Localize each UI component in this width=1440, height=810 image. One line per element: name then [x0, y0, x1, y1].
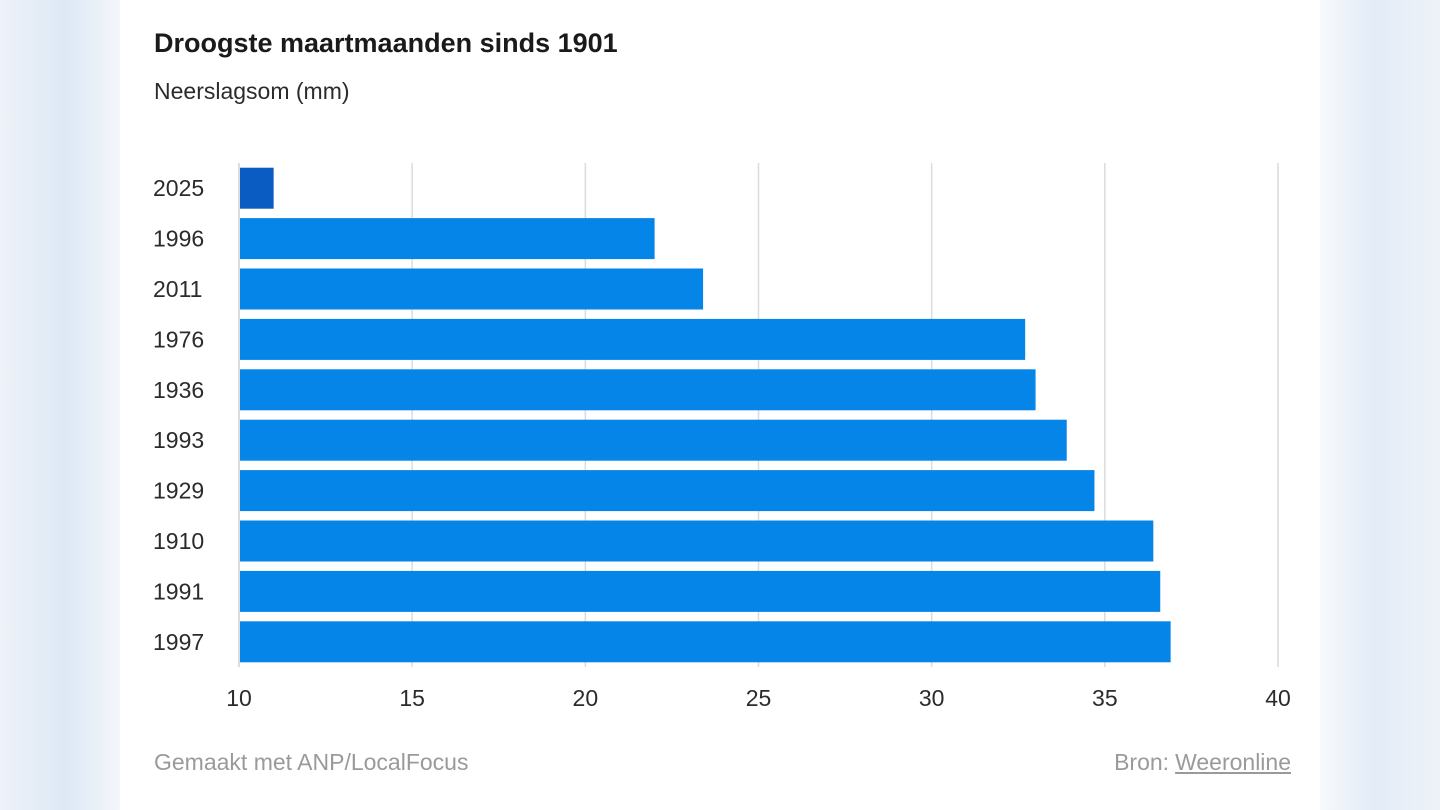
category-label: 1910 [153, 528, 204, 554]
page-background-left [0, 0, 120, 810]
bar [240, 470, 1095, 512]
bar [240, 218, 655, 260]
bar [240, 167, 274, 209]
bar [240, 419, 1067, 461]
category-label: 1929 [153, 478, 204, 504]
page-background-right [1320, 0, 1440, 810]
chart-subtitle: Neerslagsom (mm) [154, 78, 350, 104]
footer-credit: Gemaakt met ANP/LocalFocus [154, 749, 469, 775]
x-tick-label: 25 [746, 685, 772, 711]
source-label: Bron: [1114, 749, 1170, 775]
x-tick-label: 20 [573, 685, 599, 711]
category-label: 1976 [153, 326, 204, 352]
category-label: 1936 [153, 377, 204, 403]
category-label: 2011 [153, 276, 202, 302]
bar [240, 520, 1154, 562]
category-labels: 2025 1996 2011 1976 1936 1993 1929 1910 1991 1997 [153, 175, 204, 655]
category-label: 1991 [153, 578, 204, 604]
x-tick-label: 10 [226, 685, 252, 711]
bar [240, 268, 704, 310]
x-tick-label: 35 [1092, 685, 1118, 711]
bar [240, 318, 1026, 360]
bar-chart: 2025199620111976193619931929191019911997… [153, 163, 1291, 711]
x-tick-label: 30 [919, 685, 945, 711]
chart-card: Droogste maartmaanden sinds 1901 Neersla… [120, 0, 1320, 810]
bars [240, 167, 1171, 663]
source-link[interactable]: Weeronline [1175, 749, 1291, 775]
x-tick-label: 40 [1265, 685, 1291, 711]
bar [240, 369, 1036, 411]
bar [240, 621, 1171, 663]
bar [240, 570, 1161, 612]
footer-source: Bron: Weeronline [1114, 749, 1291, 776]
x-tick-labels: 10 15 20 25 30 35 40 [226, 685, 1291, 711]
x-tick-label: 15 [399, 685, 425, 711]
category-label: 2025 [153, 175, 204, 201]
category-label: 1993 [153, 427, 204, 453]
category-label: 1997 [153, 629, 204, 655]
category-label: 1996 [153, 226, 204, 252]
chart-title: Droogste maartmaanden sinds 1901 [154, 28, 618, 58]
